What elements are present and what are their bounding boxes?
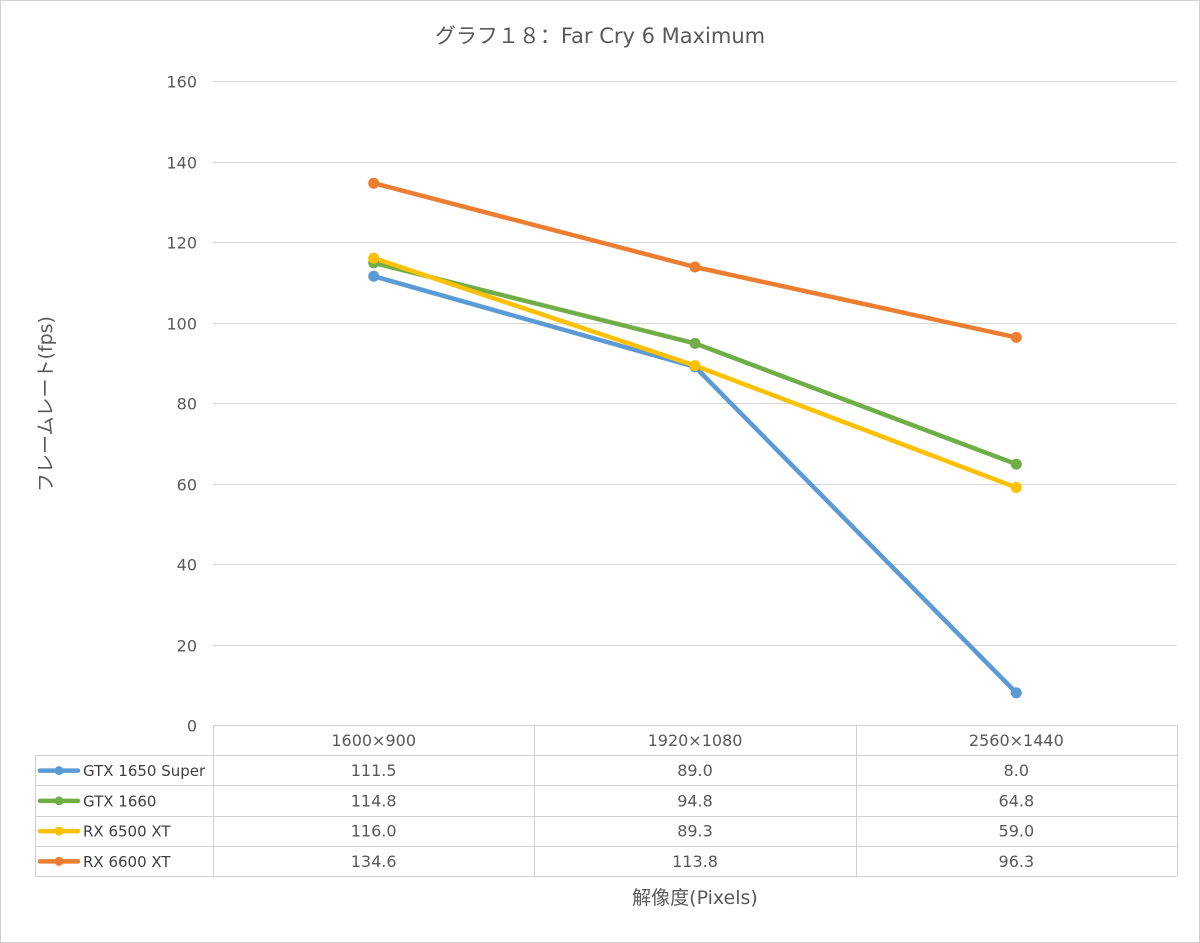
y-tick-label-160: 160: [166, 73, 197, 92]
table-cell-value: 114.8: [351, 791, 397, 810]
legend-key-marker: [54, 766, 64, 776]
y-tick-label-60: 60: [177, 476, 197, 495]
table-cell-value: 59.0: [999, 822, 1035, 841]
table-cell-value: 8.0: [1004, 761, 1029, 780]
legend-label: RX 6500 XT: [83, 823, 171, 841]
data-point: [368, 177, 380, 189]
y-tick-label-40: 40: [177, 556, 197, 575]
y-tick-label-140: 140: [166, 154, 197, 173]
table-cell-value: 89.0: [677, 761, 713, 780]
legend-label: RX 6600 XT: [83, 853, 171, 871]
table-cell-value: 94.8: [677, 791, 713, 810]
data-point: [1010, 331, 1022, 343]
table-cell-value: 89.3: [677, 822, 713, 841]
legend-label: GTX 1650 Super: [83, 762, 206, 780]
data-point: [1010, 687, 1022, 699]
data-point: [368, 270, 380, 282]
y-axis-label: フレームレート(fps): [35, 316, 57, 492]
table-cell-value: 134.6: [351, 852, 397, 871]
category-label: 2560×1440: [969, 731, 1064, 750]
series-line: [371, 255, 1019, 490]
table-cell-value: 96.3: [999, 852, 1035, 871]
y-tick-label-80: 80: [177, 395, 197, 414]
data-point: [1010, 482, 1022, 493]
category-label: 1920×1080: [648, 731, 743, 750]
table-cell-value: 113.8: [672, 852, 718, 871]
legend-key-marker: [54, 796, 64, 806]
data-point: [1010, 458, 1022, 470]
y-tick-label-100: 100: [166, 315, 197, 334]
series-line: [371, 180, 1019, 340]
y-tick-label-20: 20: [177, 637, 197, 656]
table-cell-value: 116.0: [351, 822, 397, 841]
legend-key-marker: [54, 856, 64, 866]
legend-key-marker: [54, 826, 64, 836]
legend-label: GTX 1660: [83, 792, 156, 810]
data-point: [689, 261, 701, 273]
chart-title: グラフ１８：Far Cry 6 Maximum: [435, 24, 765, 48]
category-label: 1600×900: [331, 731, 416, 750]
y-tick-label-0: 0: [187, 717, 197, 736]
y-tick-label-120: 120: [166, 234, 197, 253]
x-axis-label: 解像度(Pixels): [632, 887, 758, 909]
data-point: [689, 360, 701, 372]
table-cell-value: 111.5: [351, 761, 397, 780]
table-cell-value: 64.8: [999, 791, 1035, 810]
data-table: 1600×900 1920×1080 2560×1440 GTX 1650 Super…: [35, 725, 1178, 877]
y-tick-layer: 0 20 40 60 80 100 120 140 160: [166, 73, 197, 736]
data-point: [689, 337, 701, 349]
series-layer: [368, 177, 1022, 699]
data-point: [368, 252, 380, 264]
